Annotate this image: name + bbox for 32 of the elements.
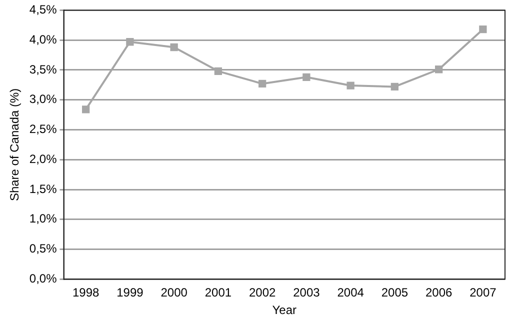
y-tick-label: 4,0% bbox=[29, 32, 58, 46]
x-tick-label: 2002 bbox=[248, 286, 276, 300]
y-tick-label: 2,5% bbox=[29, 122, 58, 136]
y-tick-label: 4,5% bbox=[29, 2, 58, 17]
point bbox=[346, 82, 354, 90]
point bbox=[170, 43, 178, 52]
x-tick-label: 2004 bbox=[337, 286, 364, 300]
x-tick-label: 2006 bbox=[425, 286, 452, 300]
point bbox=[302, 73, 310, 81]
point bbox=[126, 38, 134, 46]
y-tick-label: 1,5% bbox=[29, 182, 58, 196]
x-tick-label: 1998 bbox=[72, 286, 100, 300]
y-tick-label: 1,0% bbox=[29, 212, 58, 226]
point bbox=[214, 67, 222, 75]
y-tick-label: 3,5% bbox=[29, 62, 58, 76]
x-tick-label: 2007 bbox=[470, 286, 497, 300]
y-tick-label: 3,0% bbox=[29, 92, 58, 106]
point bbox=[434, 66, 443, 74]
point bbox=[82, 106, 90, 114]
y-tick-label: 0,0% bbox=[29, 272, 58, 286]
y-tick-label: 2,0% bbox=[29, 152, 58, 166]
x-tick-label: 1999 bbox=[116, 286, 144, 300]
x-tick-label: 2000 bbox=[160, 286, 188, 300]
point bbox=[258, 80, 266, 88]
y-axis-title: Share of Canada (%) bbox=[8, 88, 22, 202]
y-tick-label: 0,5% bbox=[29, 242, 58, 256]
x-tick-label: 2003 bbox=[293, 286, 320, 300]
x-axis-title: Year bbox=[272, 303, 296, 318]
point bbox=[390, 82, 399, 91]
point bbox=[479, 26, 487, 34]
x-tick-label: 2005 bbox=[381, 286, 408, 300]
x-tick-label: 2001 bbox=[204, 286, 232, 300]
